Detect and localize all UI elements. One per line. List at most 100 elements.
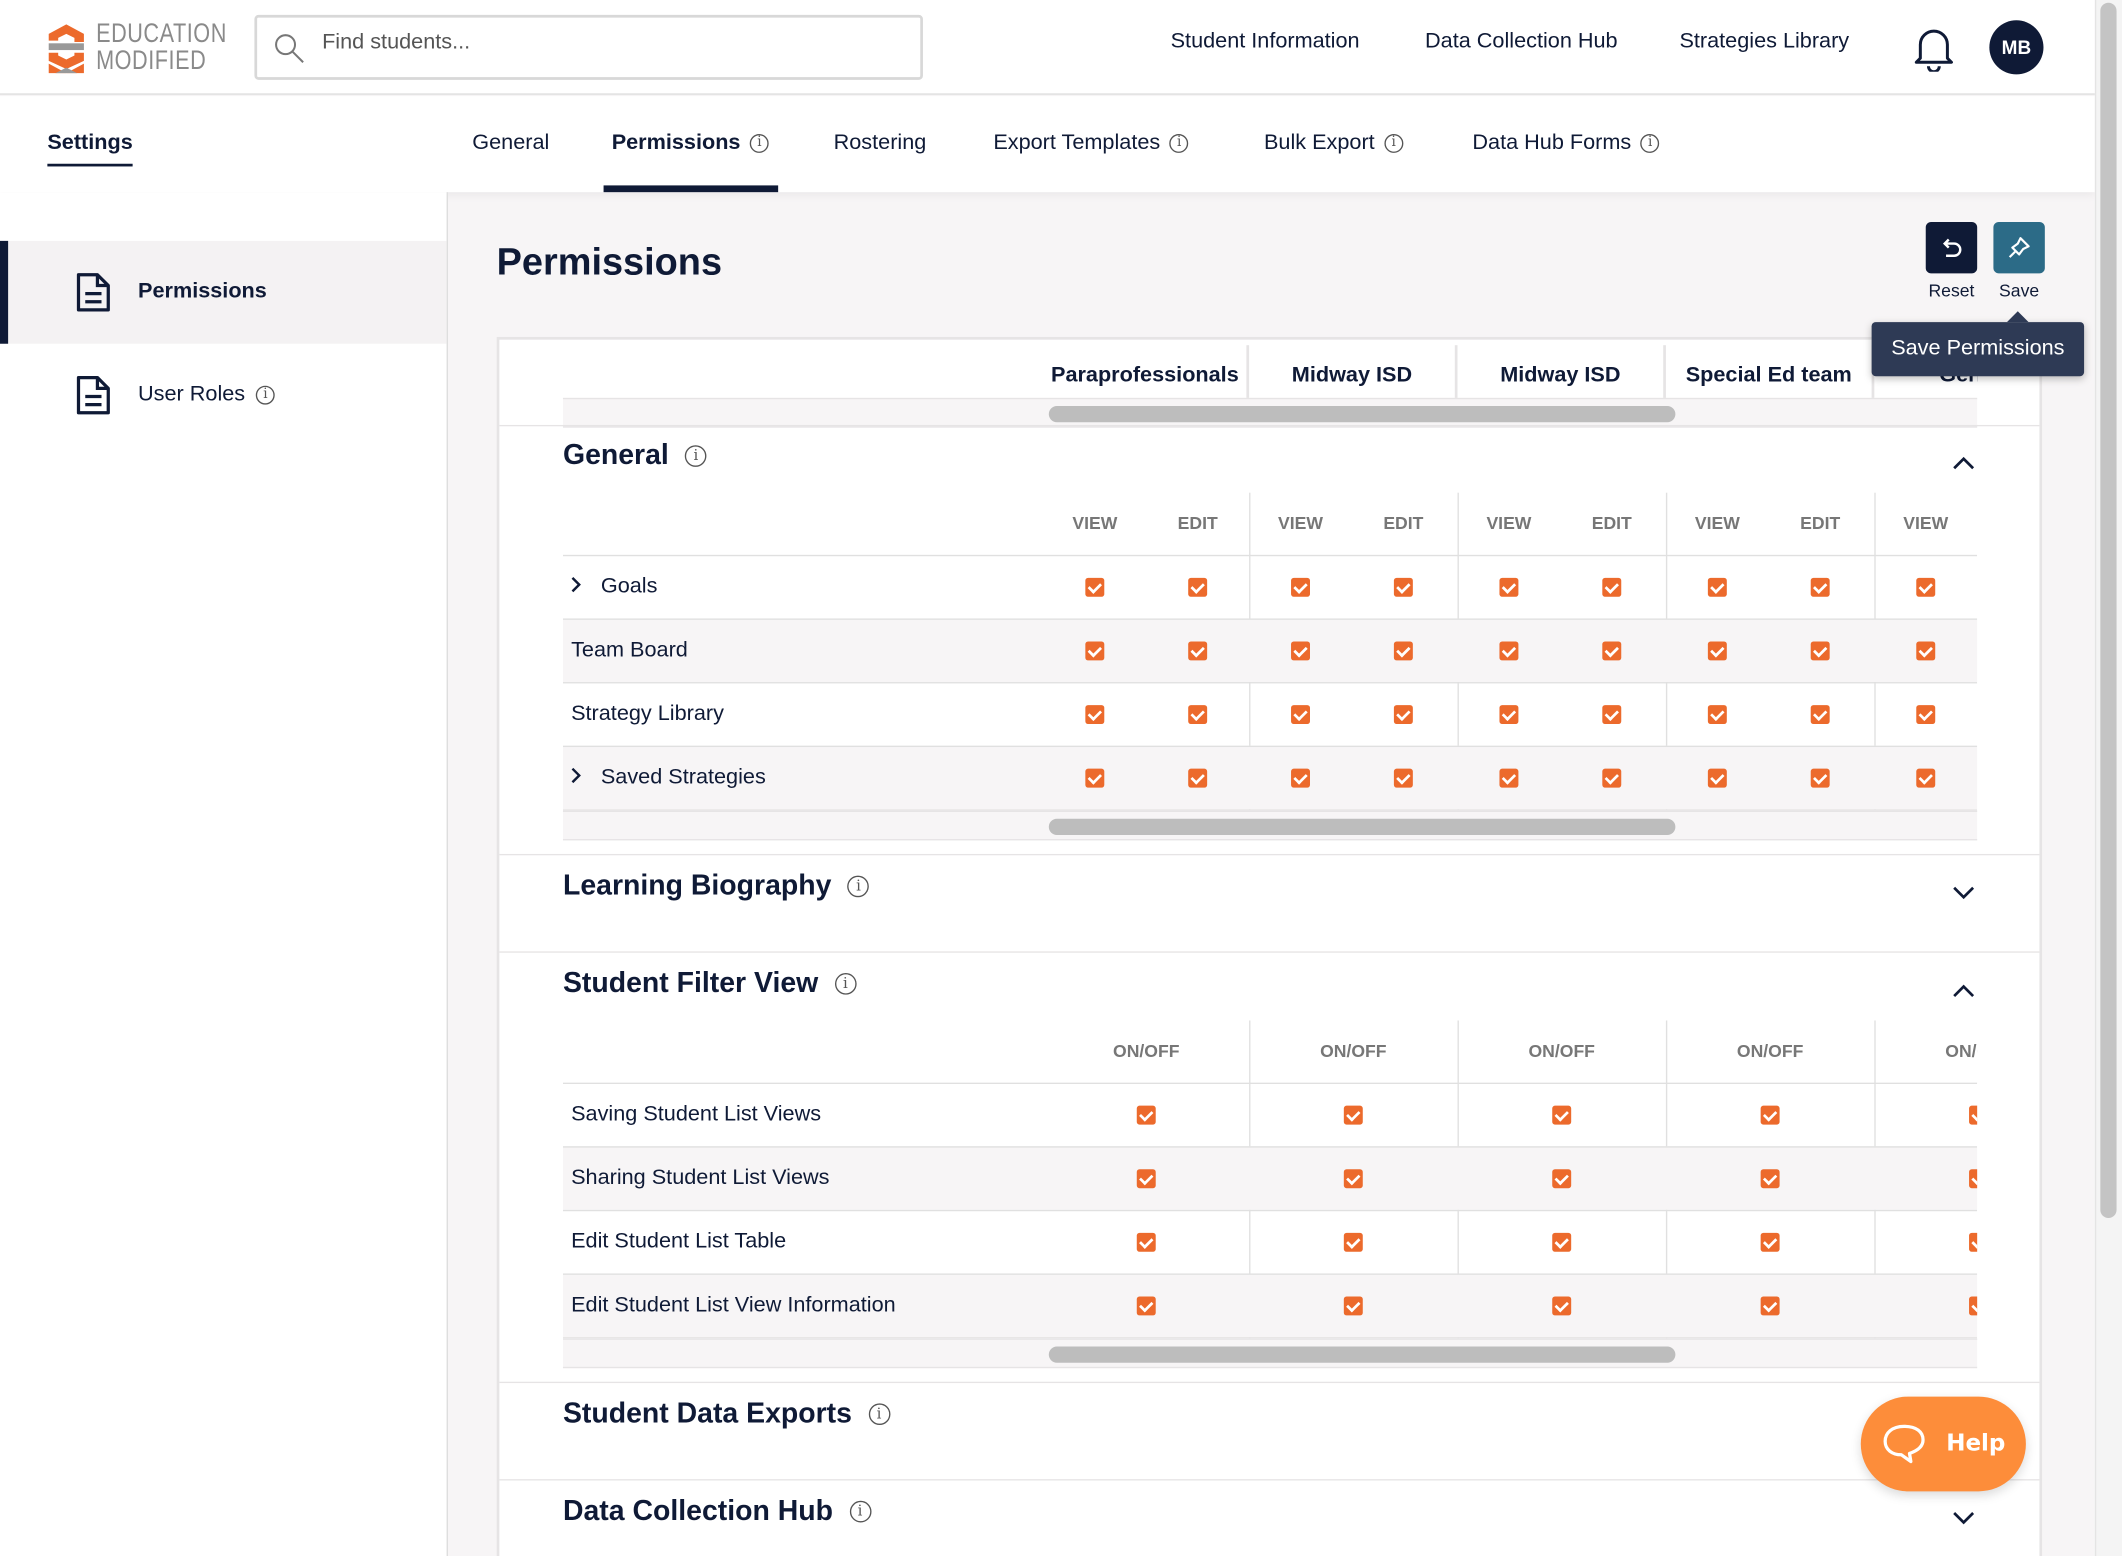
permission-checkbox[interactable] <box>1085 768 1105 788</box>
scrollbar-thumb[interactable] <box>1048 1346 1676 1363</box>
permission-checkbox[interactable] <box>1969 1105 1978 1125</box>
reset-button[interactable] <box>1925 221 1978 274</box>
user-avatar[interactable]: MB <box>1989 20 2044 75</box>
section-header-learning-biography[interactable]: Learning Biography i <box>563 870 870 902</box>
permission-checkbox[interactable] <box>1291 768 1310 788</box>
tab-general[interactable]: General <box>472 131 549 155</box>
permission-checkbox[interactable] <box>1188 768 1208 788</box>
permission-checkbox[interactable] <box>1499 705 1519 725</box>
tab-permissions[interactable]: Permissions i <box>612 131 769 155</box>
bell-icon[interactable] <box>1912 26 1955 72</box>
permission-checkbox[interactable] <box>1916 577 1936 597</box>
permission-checkbox[interactable] <box>1552 1296 1572 1316</box>
nav-data-collection-hub[interactable]: Data Collection Hub <box>1425 29 1618 53</box>
info-icon[interactable]: i <box>849 1500 871 1523</box>
permission-checkbox[interactable] <box>1810 768 1830 788</box>
section-header-student-data-exports[interactable]: Student Data Exports i <box>563 1398 890 1430</box>
permission-checkbox[interactable] <box>1188 577 1208 597</box>
info-icon[interactable]: i <box>1640 133 1660 153</box>
info-icon[interactable]: i <box>868 1403 890 1426</box>
permission-checkbox[interactable] <box>1602 768 1622 788</box>
info-icon[interactable]: i <box>847 875 870 898</box>
permission-checkbox[interactable] <box>1602 577 1622 597</box>
permission-checkbox[interactable] <box>1343 1232 1363 1252</box>
permission-checkbox[interactable] <box>1291 641 1310 661</box>
permission-checkbox[interactable] <box>1707 577 1727 597</box>
permission-checkbox[interactable] <box>1602 705 1622 725</box>
chevron-down-icon[interactable] <box>1953 882 1975 904</box>
permission-checkbox[interactable] <box>1760 1232 1780 1252</box>
chevron-up-icon[interactable] <box>1953 452 1975 474</box>
role-column-header[interactable]: Midway ISD <box>1458 345 1666 408</box>
permission-checkbox[interactable] <box>1707 641 1727 661</box>
permission-checkbox[interactable] <box>1916 768 1936 788</box>
permission-checkbox[interactable] <box>1136 1105 1156 1125</box>
permission-checkbox[interactable] <box>1810 705 1830 725</box>
tab-export-templates[interactable]: Export Templates i <box>993 131 1189 155</box>
permission-checkbox[interactable] <box>1085 641 1105 661</box>
info-icon[interactable]: i <box>749 133 769 153</box>
permission-checkbox[interactable] <box>1291 577 1310 597</box>
permission-checkbox[interactable] <box>1760 1296 1780 1316</box>
nav-student-information[interactable]: Student Information <box>1170 29 1360 53</box>
sidebar-item-permissions[interactable]: Permissions <box>0 240 447 344</box>
help-button[interactable]: Help <box>1860 1396 2026 1492</box>
permission-checkbox[interactable] <box>1707 705 1727 725</box>
tab-rostering[interactable]: Rostering <box>834 131 927 155</box>
role-column-header[interactable]: Midway ISD <box>1249 345 1458 408</box>
horizontal-scrollbar[interactable] <box>562 397 1978 428</box>
tab-bulk-export[interactable]: Bulk Export i <box>1264 131 1404 155</box>
permission-checkbox[interactable] <box>1393 705 1413 725</box>
permission-checkbox[interactable] <box>1916 641 1936 661</box>
permission-checkbox[interactable] <box>1136 1232 1156 1252</box>
permission-checkbox[interactable] <box>1343 1169 1363 1189</box>
permission-checkbox[interactable] <box>1969 1169 1978 1189</box>
permission-checkbox[interactable] <box>1188 705 1208 725</box>
chevron-right-icon[interactable] <box>571 575 582 599</box>
search-box[interactable] <box>254 14 923 80</box>
page-scrollbar-thumb[interactable] <box>2100 2 2117 1218</box>
permission-checkbox[interactable] <box>1393 641 1413 661</box>
permission-checkbox[interactable] <box>1499 768 1519 788</box>
permission-checkbox[interactable] <box>1969 1232 1978 1252</box>
section-header-student-filter-view[interactable]: Student Filter View i <box>563 968 857 1000</box>
role-column-header[interactable]: Special Ed team <box>1666 345 1875 408</box>
permission-checkbox[interactable] <box>1810 641 1830 661</box>
tab-data-hub-forms[interactable]: Data Hub Forms i <box>1472 131 1660 155</box>
permission-checkbox[interactable] <box>1602 641 1622 661</box>
chevron-up-icon[interactable] <box>1953 980 1975 1002</box>
permission-checkbox[interactable] <box>1188 641 1208 661</box>
section-header-general[interactable]: General i <box>563 440 707 472</box>
permission-checkbox[interactable] <box>1085 705 1105 725</box>
permission-checkbox[interactable] <box>1393 768 1413 788</box>
info-icon[interactable]: i <box>1384 133 1404 153</box>
permission-checkbox[interactable] <box>1707 768 1727 788</box>
permission-checkbox[interactable] <box>1085 577 1105 597</box>
nav-strategies-library[interactable]: Strategies Library <box>1679 29 1850 53</box>
scrollbar-thumb[interactable] <box>1048 405 1676 423</box>
permission-checkbox[interactable] <box>1393 577 1413 597</box>
role-column-header[interactable]: Paraprofessionals <box>1043 345 1250 408</box>
info-icon[interactable]: i <box>685 445 707 467</box>
permission-checkbox[interactable] <box>1343 1105 1363 1125</box>
permission-checkbox[interactable] <box>1760 1105 1780 1125</box>
permission-checkbox[interactable] <box>1810 577 1830 597</box>
row-label[interactable]: Saved Strategies <box>571 766 766 790</box>
permission-checkbox[interactable] <box>1136 1169 1156 1189</box>
chevron-right-icon[interactable] <box>571 766 582 790</box>
search-input[interactable] <box>322 31 891 56</box>
horizontal-scrollbar[interactable] <box>562 810 1978 841</box>
permission-checkbox[interactable] <box>1969 1296 1978 1316</box>
horizontal-scrollbar[interactable] <box>562 1338 1978 1369</box>
page-scrollbar[interactable] <box>2094 0 2122 1556</box>
sidebar-item-user-roles[interactable]: User Roles i <box>0 344 447 447</box>
chevron-down-icon[interactable] <box>1953 1508 1975 1530</box>
permission-checkbox[interactable] <box>1916 705 1936 725</box>
scrollbar-thumb[interactable] <box>1048 818 1676 835</box>
permission-checkbox[interactable] <box>1552 1232 1572 1252</box>
save-button[interactable] <box>1993 221 2045 274</box>
row-label[interactable]: Goals <box>571 575 657 599</box>
section-header-data-collection-hub[interactable]: Data Collection Hub i <box>563 1495 871 1527</box>
permission-checkbox[interactable] <box>1136 1296 1156 1316</box>
permission-checkbox[interactable] <box>1291 705 1310 725</box>
